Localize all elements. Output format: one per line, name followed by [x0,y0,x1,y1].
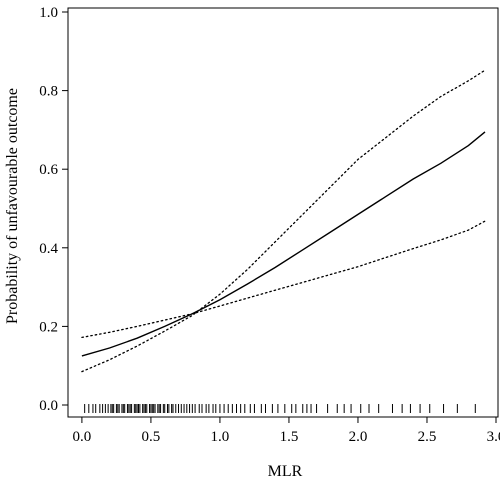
y-tick-label: 0.4 [39,241,58,257]
x-axis-title: MLR [268,463,303,480]
x-tick-label: 0.0 [73,429,92,445]
x-tick-label: 2.5 [418,429,437,445]
y-axis-title: Probability of unfavourable outcome [4,88,21,324]
y-tick-label: 0.2 [39,319,58,335]
ci-bound-line [81,69,486,373]
ci-bound-line [81,220,486,339]
x-tick-label: 2.0 [349,429,368,445]
fitted-line [81,131,486,357]
plot-frame [67,7,499,418]
y-tick-label: 0.8 [39,84,58,100]
x-tick-label: 1.5 [280,429,299,445]
x-tick-label: 1.0 [211,429,230,445]
plot-area: 0.0 0.2 0.4 0.6 0.8 1.0 0.0 0.5 1.0 1.5 2.0 2.5 3.0 [39,5,500,445]
y-tick-label: 0.6 [39,162,58,178]
y-tick-label: 0.0 [39,398,58,414]
y-tick-label: 1.0 [39,5,58,21]
x-tick-label: 0.5 [142,429,161,445]
x-tick-label: 3.0 [487,429,500,445]
